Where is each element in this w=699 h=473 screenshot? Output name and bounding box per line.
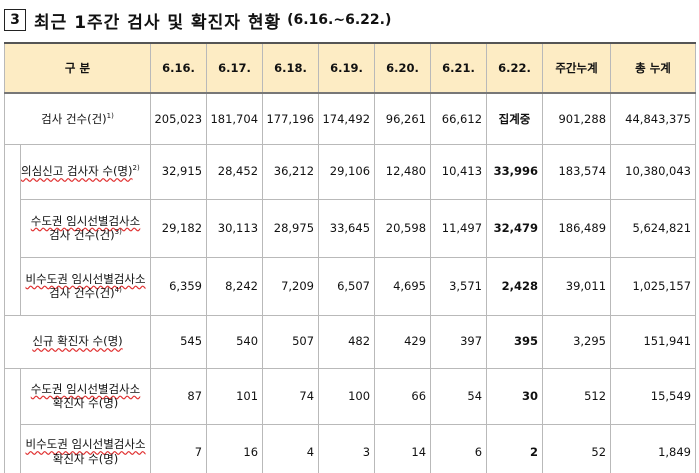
row-label: 수도권 임시선별검사소 검사 건수(건)3) [19,198,152,258]
row-label: 비수도권 임시선별검사소 검사 건수(건)4) [19,256,152,316]
cell-value: 151,941 [610,314,697,369]
cell-value: 28,452 [206,143,264,200]
cell-value: 87 [150,367,208,425]
test-status-table: 구 분 6.16. 6.17. 6.18. 6.19. 6.20. 6.21. … [3,42,697,473]
table-row: 검사 건수(건)1) 205,023 181,704 177,196 174,4… [3,92,697,145]
cell-value: 33,645 [318,198,376,258]
cell-value: 5,624,821 [610,198,697,258]
cell-value: 6,507 [318,256,376,316]
cell-value: 183,574 [542,143,612,200]
table-row: 신규 확진자 수(명) 545 540 507 482 429 397 395 … [3,314,697,369]
header-date: 6.16. [150,42,208,94]
header-date: 6.17. [206,42,264,94]
cell-value: 507 [262,314,320,369]
cell-value: 3,295 [542,314,612,369]
cell-value: 96,261 [374,92,432,145]
header-row: 구 분 6.16. 6.17. 6.18. 6.19. 6.20. 6.21. … [3,42,697,94]
indent-cell [4,144,21,199]
cell-value: 20,598 [374,198,432,258]
cell-value: 11,497 [430,198,488,258]
header-date: 6.19. [318,42,376,94]
cell-value: 44,843,375 [610,92,697,145]
row-label: 신규 확진자 수(명) [3,314,152,369]
cell-value: 186,489 [542,198,612,258]
cell-value: 6 [430,423,488,473]
cell-value: 2,428 [486,256,544,316]
cell-value: 29,106 [318,143,376,200]
cell-value: 14 [374,423,432,473]
cell-value-pending: 집계중 [486,92,544,145]
indent-cell [4,368,21,424]
cell-value: 12,480 [374,143,432,200]
cell-value: 174,492 [318,92,376,145]
table-row: 수도권 임시선별검사소 검사 건수(건)3) 29,182 30,113 28,… [4,198,697,258]
row-label: 의심신고 검사자 수(명)2) [19,143,152,200]
row-label: 검사 건수(건)1) [3,92,152,145]
cell-value: 16 [206,423,264,473]
cell-value: 395 [486,314,544,369]
cell-value: 7,209 [262,256,320,316]
cell-value: 100 [318,367,376,425]
cell-value: 1,025,157 [610,256,697,316]
cell-value: 6,359 [150,256,208,316]
cell-value: 66,612 [430,92,488,145]
header-grand-total: 총 누계 [610,42,697,94]
cell-value: 177,196 [262,92,320,145]
section-heading: 3 최근 1주간 검사 및 확진자 현황 (6.16.~6.22.) [4,6,391,34]
header-date: 6.18. [262,42,320,94]
cell-value: 52 [542,423,612,473]
table-row: 비수도권 임시선별검사소 검사 건수(건)4) 6,359 8,242 7,20… [4,256,697,316]
cell-value: 10,380,043 [610,143,697,200]
cell-value: 2 [486,423,544,473]
cell-value: 540 [206,314,264,369]
cell-value: 901,288 [542,92,612,145]
cell-value: 7 [150,423,208,473]
cell-value: 28,975 [262,198,320,258]
cell-value: 1,849 [610,423,697,473]
header-date: 6.22. [486,42,544,94]
header-category: 구 분 [3,42,152,94]
table-row: 수도권 임시선별검사소 확진자 수(명) 87 101 74 100 66 54… [4,367,697,425]
cell-value: 66 [374,367,432,425]
cell-value: 181,704 [206,92,264,145]
cell-value: 33,996 [486,143,544,200]
cell-value: 429 [374,314,432,369]
cell-value: 32,479 [486,198,544,258]
indent-cell [4,199,21,257]
table-row: 비수도권 임시선별검사소 확진자 수(명) 7 16 4 3 14 6 2 52… [4,423,697,473]
cell-value: 545 [150,314,208,369]
cell-value: 30 [486,367,544,425]
table-row: 의심신고 검사자 수(명)2) 32,915 28,452 36,212 29,… [4,143,697,200]
indent-cell [4,424,21,473]
cell-value: 8,242 [206,256,264,316]
cell-value: 10,413 [430,143,488,200]
cell-value: 101 [206,367,264,425]
cell-value: 30,113 [206,198,264,258]
cell-value: 4,695 [374,256,432,316]
cell-value: 4 [262,423,320,473]
indent-cell [4,257,21,315]
cell-value: 32,915 [150,143,208,200]
section-number: 3 [4,9,26,31]
section-period: (6.16.~6.22.) [287,12,392,28]
cell-value: 3,571 [430,256,488,316]
header-weekly-total: 주간누계 [542,42,612,94]
cell-value: 29,182 [150,198,208,258]
cell-value: 15,549 [610,367,697,425]
cell-value: 482 [318,314,376,369]
row-label: 수도권 임시선별검사소 확진자 수(명) [19,367,152,425]
cell-value: 36,212 [262,143,320,200]
header-date: 6.21. [430,42,488,94]
cell-value: 512 [542,367,612,425]
header-date: 6.20. [374,42,432,94]
cell-value: 39,011 [542,256,612,316]
cell-value: 54 [430,367,488,425]
cell-value: 205,023 [150,92,208,145]
cell-value: 397 [430,314,488,369]
cell-value: 74 [262,367,320,425]
row-label: 비수도권 임시선별검사소 확진자 수(명) [19,423,152,473]
section-title: 최근 1주간 검사 및 확진자 현황 [34,12,282,33]
cell-value: 3 [318,423,376,473]
